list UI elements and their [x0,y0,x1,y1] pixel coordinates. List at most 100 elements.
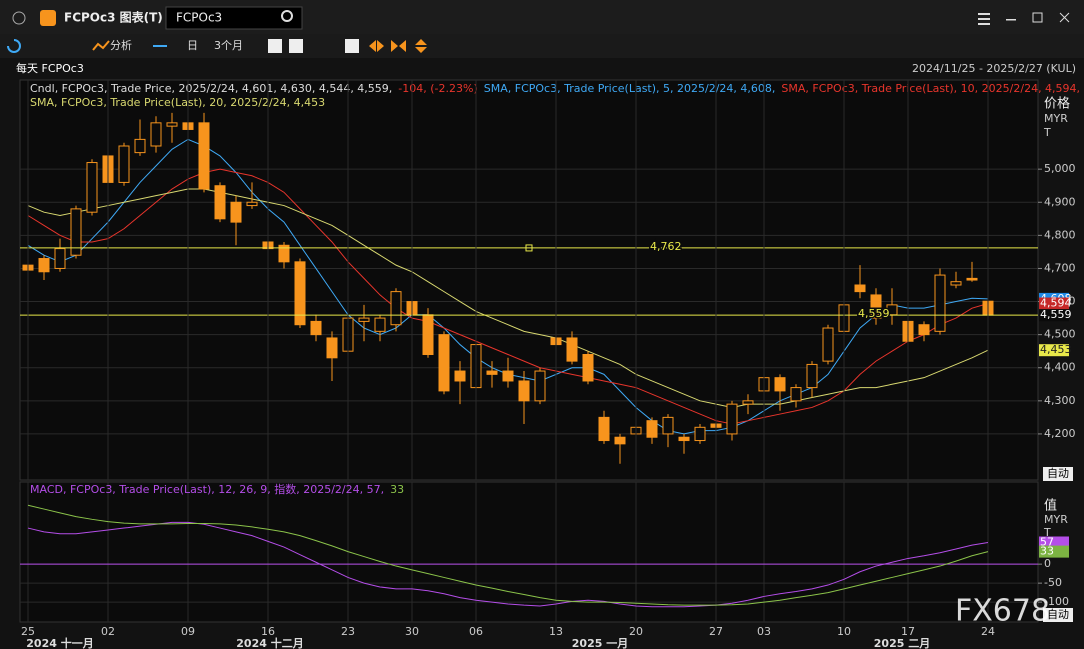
month-label: 2024 十一月 [26,636,93,649]
candle-body [278,244,290,263]
value-tag-label: 57 [1040,535,1054,548]
candle-body [198,122,210,190]
x-tick-label: 06 [469,625,483,638]
legend-signal: 33 [390,483,404,496]
date-range: 2024/11/25 - 2025/2/27 (KUL) [912,62,1076,75]
maximize-button[interactable] [1032,12,1043,23]
chart-title: 每天 FCPOc3 [16,61,84,75]
close-button[interactable] [1059,12,1070,23]
y-unit: MYR [1044,513,1068,526]
candle-body [678,436,690,442]
month-label: 2024 十二月 [236,636,303,649]
y-tick-label: 4,700 [1044,261,1076,274]
candle-body [646,420,658,438]
y-unit: MYR [1044,112,1068,125]
indicator-line [27,521,989,608]
watermark: FX678 [955,594,1050,629]
price-panel [19,79,1039,481]
y-tick-label: 4,900 [1044,195,1076,208]
x-tick-label: 17 [901,625,915,638]
candle-body [310,320,322,336]
y-tick-label: 0 [1044,557,1051,570]
x-tick-label: 23 [341,625,355,638]
y-tick-label: -100 [1044,595,1069,608]
auto-label[interactable]: 自动 [1047,467,1069,480]
y-tick-label: 4,800 [1044,228,1076,241]
value-tag-label: 4,594 [1040,297,1072,310]
undo-icon[interactable] [7,39,21,53]
candle-body [134,138,146,154]
toolbar [0,34,1084,58]
candle-body [566,337,578,362]
legend-sma: SMA, FCPOc3, Trade Price(Last), 5, 2025/… [484,82,776,95]
candle-body [38,258,50,273]
value-tag-label: 4,453 [1040,343,1072,356]
candle-body [694,426,706,442]
candle-body [294,261,306,326]
x-tick-label: 16 [261,625,275,638]
candle-body [486,370,498,375]
x-tick-label: 20 [629,625,643,638]
candle-body [438,334,450,392]
search-box[interactable] [165,6,303,30]
search-text: FCPOc3 [176,11,222,25]
macd-panel [19,481,1039,623]
candle-body [726,403,738,435]
x-tick-label: 30 [405,625,419,638]
menu-icon[interactable] [978,23,990,25]
auto-button[interactable] [1043,467,1073,481]
candle-body [582,353,594,382]
value-tag-label: 4,559 [1040,308,1072,321]
x-tick-label: 24 [981,625,995,638]
y-tick-label: 5,000 [1044,162,1076,175]
search-icon[interactable] [281,10,293,22]
legend-sma: SMA, FCPOc3, Trade Price(Last), 20, 2025… [30,96,325,109]
minimize-button[interactable] [1006,19,1016,21]
app-icon [40,10,56,26]
value-tag [1039,344,1069,357]
zoom-icon[interactable] [415,39,427,53]
candle-body [214,185,226,220]
zoom-icon[interactable] [391,40,406,52]
y-label: 值 [1044,498,1057,514]
chart-icon[interactable] [345,39,359,53]
toolbar-period[interactable]: 日 [187,39,198,52]
candle-body [614,436,626,445]
auto-label[interactable]: 自动 [1047,608,1069,621]
zoom-icon[interactable] [369,40,384,52]
candle-body [166,122,178,127]
candle-body [454,370,466,382]
candle-body [534,370,546,402]
auto-button[interactable] [1043,608,1073,622]
chart-icon[interactable] [268,39,282,53]
candle-body [518,380,530,402]
candle-body [742,400,754,405]
value-tag [1039,309,1069,322]
candle-body [918,324,930,336]
toolbar-analysis[interactable]: 分析 [110,38,132,52]
value-tag [1039,297,1069,310]
analysis-icon[interactable] [92,40,110,51]
candle-body [358,317,370,322]
menu-icon[interactable] [978,18,990,20]
candle-body [774,377,786,392]
candle-body [822,327,834,362]
candle-body [854,284,866,293]
chart-icon[interactable] [289,39,303,53]
toolbar-range[interactable]: 3个月 [214,39,243,52]
candle-body [54,248,66,269]
y-tick-label: 4,400 [1044,361,1076,374]
menu-icon[interactable] [978,13,990,15]
y-unit: T [1043,126,1051,139]
candle-body [374,317,386,332]
legend-change: -104, (-2.23%) [398,82,477,95]
y-label: 价格 [1044,96,1070,112]
line-style-icon[interactable] [153,45,167,47]
link-icon[interactable] [12,11,26,25]
y-tick-label: 4,200 [1044,427,1076,440]
value-tag [1039,545,1069,558]
indicator-line [27,504,989,606]
month-label: 2025 二月 [874,637,930,649]
x-tick-label: 13 [549,625,563,638]
